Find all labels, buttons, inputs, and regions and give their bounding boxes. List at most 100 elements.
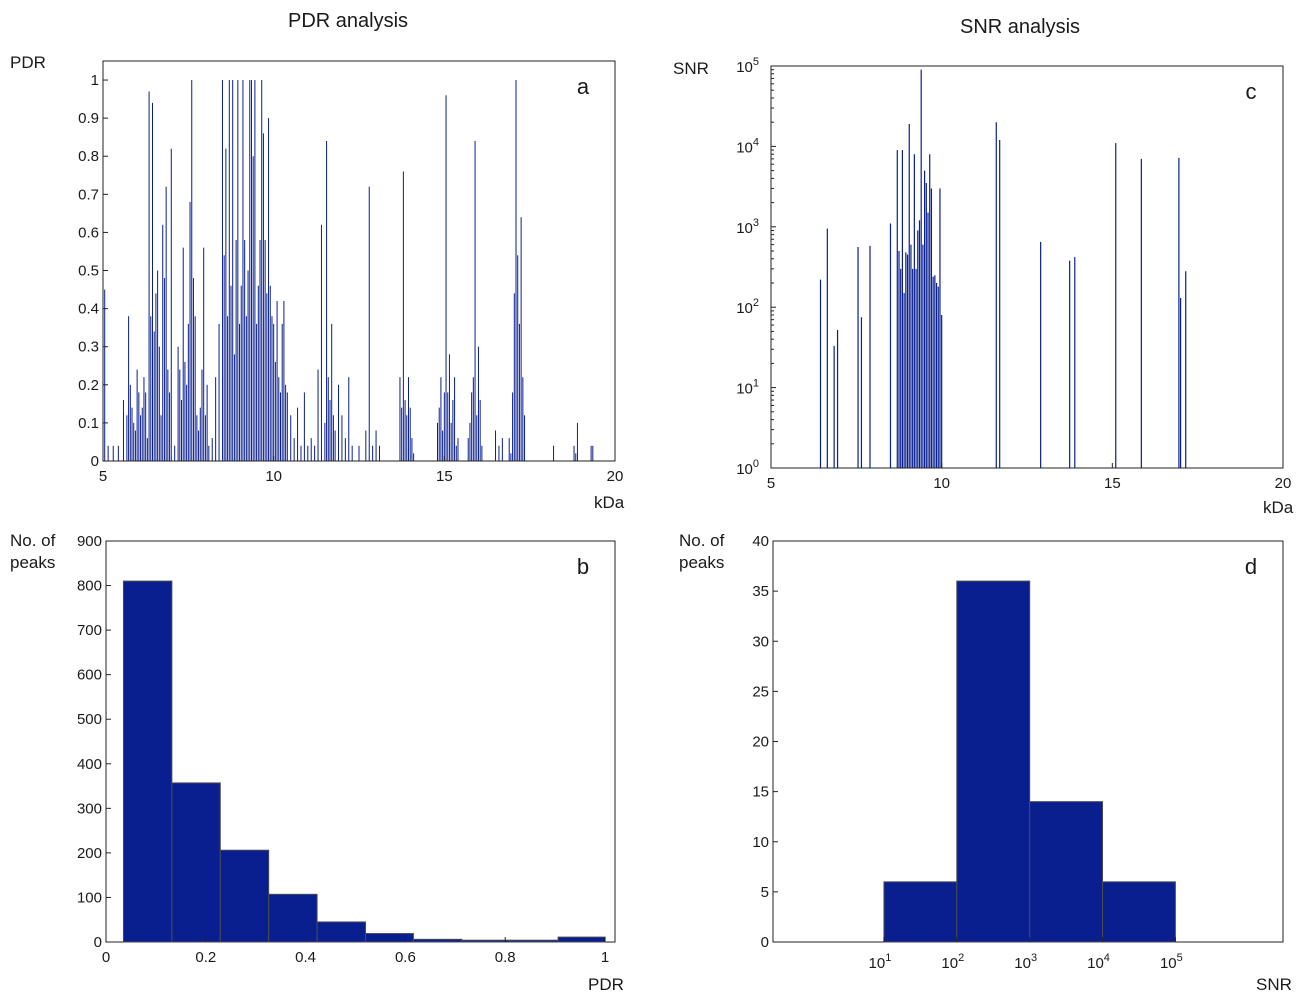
panel-c-xtick-label: 5 (767, 475, 775, 492)
panel-b-ytick-label: 600 (77, 667, 102, 684)
panel-a-bar (276, 301, 278, 461)
panel-a-bar (576, 422, 578, 461)
panel-a-bar (522, 377, 524, 461)
panel-d-ytick-label: 40 (752, 533, 769, 550)
panel-a-bar (467, 438, 469, 461)
panel-d-ylabel-line2: peaks (679, 553, 725, 572)
panel-a-bar (378, 445, 380, 461)
panel-a-bar (285, 384, 287, 461)
panel-a-ytick-label: 0.1 (78, 415, 99, 432)
panel-a-bar (259, 240, 261, 461)
panel-a-bar (404, 400, 406, 461)
panel-a-bar (266, 293, 268, 461)
panel-a-bar (204, 415, 206, 461)
panel-a-bar (252, 156, 254, 461)
panel-b-ylabel-line2: peaks (10, 553, 56, 572)
panel-b-bar (364, 933, 414, 943)
panel-a-bar (136, 369, 138, 461)
panel-a-bar (445, 95, 447, 462)
panel-a-bar (344, 438, 346, 461)
panel-a-bar (262, 133, 264, 461)
panel-b-xtick-label: 0.2 (195, 949, 216, 966)
panel-c-bars (819, 69, 1187, 468)
panel-b-bar (122, 580, 173, 943)
panel-d-xtick-label: 104 (1087, 952, 1110, 972)
panel-a-bar (348, 377, 350, 461)
panel-a-bar (290, 415, 292, 461)
panel-a-bar (165, 186, 167, 461)
panel-a-bar (187, 323, 189, 461)
panel-a-bar (351, 445, 353, 461)
panel-a-bar (501, 438, 503, 461)
panel-d-ytick-label: 10 (752, 834, 769, 851)
panel-a-bar (472, 377, 474, 461)
panel-b-ylabel: No. of peaks (10, 530, 55, 574)
panel-a-bar (244, 240, 246, 461)
panel-a-bar (310, 438, 312, 461)
panel-a-bar (254, 80, 256, 462)
panel-a-bar (553, 445, 555, 461)
panel-a-bar (283, 301, 285, 461)
panel-a-bar (326, 141, 328, 461)
panel-a-bar (153, 331, 155, 461)
panel-a-bar (479, 400, 481, 461)
panel-a-bar (320, 224, 322, 461)
panel-a-bar (141, 407, 143, 461)
panel-a-bar (133, 422, 135, 461)
panel-a-bar (279, 392, 281, 461)
panel-a-bar (191, 80, 193, 462)
panel-c-ytick-label: 104 (736, 136, 759, 156)
panel-a-bar (196, 415, 198, 461)
panel-a-bar (495, 430, 497, 461)
panel-d-xtick-label: 103 (1014, 952, 1037, 972)
panel-a-bar (199, 407, 201, 461)
panel-a-bar (399, 377, 401, 461)
panel-a-bar (297, 407, 299, 461)
panel-a-bar (368, 186, 370, 461)
panel-b-ytick-label: 100 (77, 889, 102, 906)
panel-a-bar (341, 415, 343, 461)
panel-a-bar (148, 91, 150, 461)
panel-a-bar (131, 407, 133, 461)
panel-b-bar (219, 849, 270, 943)
panel-d-bar (1102, 881, 1176, 943)
panel-a-bar (250, 80, 252, 462)
panel-a-bar (358, 445, 360, 461)
panel-a-bar (520, 217, 522, 461)
panel-a-bar (452, 400, 454, 461)
panel-a-bar (474, 141, 476, 461)
panel-a-bar (256, 323, 258, 461)
panel-a-bar (324, 422, 326, 461)
panel-b-ytick-label: 900 (77, 533, 102, 550)
panel-a-bar (257, 285, 259, 461)
panel-a-bar (477, 346, 479, 461)
panel-a-bar (170, 148, 172, 461)
panel-a-bars (104, 80, 594, 462)
panel-b-bar (557, 936, 606, 943)
panel-a-bar (440, 377, 442, 461)
panel-d-bar (956, 580, 1031, 943)
panel-b-bar (509, 939, 559, 943)
panel-a-bar (261, 80, 263, 462)
panel-b-xlabel: PDR (588, 975, 624, 994)
panel-c-letter: c (1246, 79, 1257, 104)
panel-d-xlabel: SNR (1256, 975, 1292, 994)
panel-a-bar (181, 400, 183, 461)
snr-analysis-title: SNR analysis (960, 16, 1081, 38)
panel-b-bar (412, 938, 463, 943)
panel-b-letter: b (577, 554, 589, 579)
panel-a-bar (372, 445, 374, 461)
panel-d-ytick-label: 35 (752, 583, 769, 600)
panel-b-ytick-label: 500 (77, 711, 102, 728)
panel-a-bar (122, 400, 124, 461)
panel-a-bar (286, 392, 288, 461)
panel-b-ytick-label: 400 (77, 756, 102, 773)
panel-a-bar (314, 445, 316, 461)
panel-a-bar (146, 438, 148, 461)
panel-a-bar (163, 278, 165, 461)
panel-a-bar (307, 445, 309, 461)
panel-b-ytick-label: 700 (77, 622, 102, 639)
panel-a-bar (450, 422, 452, 461)
panel-a-ytick-label: 0.6 (78, 224, 99, 241)
panel-a-bar (469, 422, 471, 461)
